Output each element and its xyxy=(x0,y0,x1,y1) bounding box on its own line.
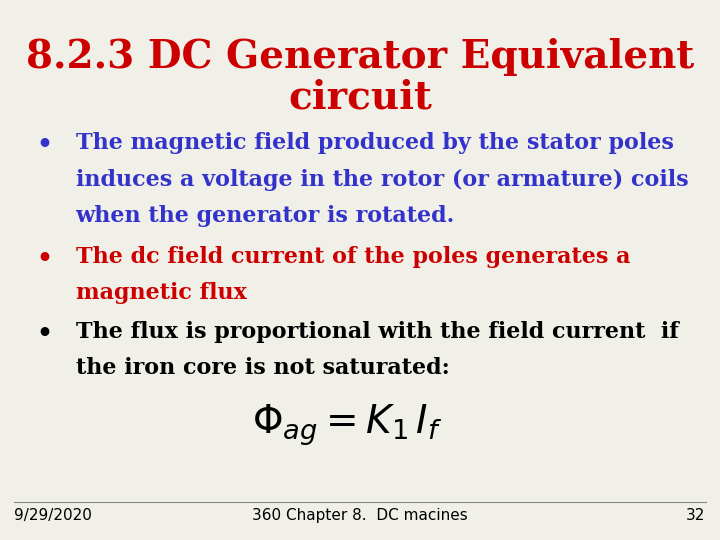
Text: the iron core is not saturated:: the iron core is not saturated: xyxy=(76,357,449,380)
Text: The magnetic field produced by the stator poles: The magnetic field produced by the stato… xyxy=(76,132,673,154)
Text: 9/29/2020: 9/29/2020 xyxy=(14,508,92,523)
Text: The flux is proportional with the field current  if: The flux is proportional with the field … xyxy=(76,321,678,343)
Text: •: • xyxy=(36,321,52,345)
Text: •: • xyxy=(36,132,52,156)
Text: 32: 32 xyxy=(686,508,706,523)
Text: when the generator is rotated.: when the generator is rotated. xyxy=(76,205,455,227)
Text: magnetic flux: magnetic flux xyxy=(76,282,246,304)
Text: $\Phi_{ag} = K_1 \, I_f$: $\Phi_{ag} = K_1 \, I_f$ xyxy=(252,402,442,448)
Text: 360 Chapter 8.  DC macines: 360 Chapter 8. DC macines xyxy=(252,508,468,523)
Text: induces a voltage in the rotor (or armature) coils: induces a voltage in the rotor (or armat… xyxy=(76,168,688,191)
Text: The dc field current of the poles generates a: The dc field current of the poles genera… xyxy=(76,246,630,268)
Text: •: • xyxy=(36,246,52,269)
Text: 8.2.3 DC Generator Equivalent: 8.2.3 DC Generator Equivalent xyxy=(26,38,694,76)
Text: circuit: circuit xyxy=(288,78,432,116)
